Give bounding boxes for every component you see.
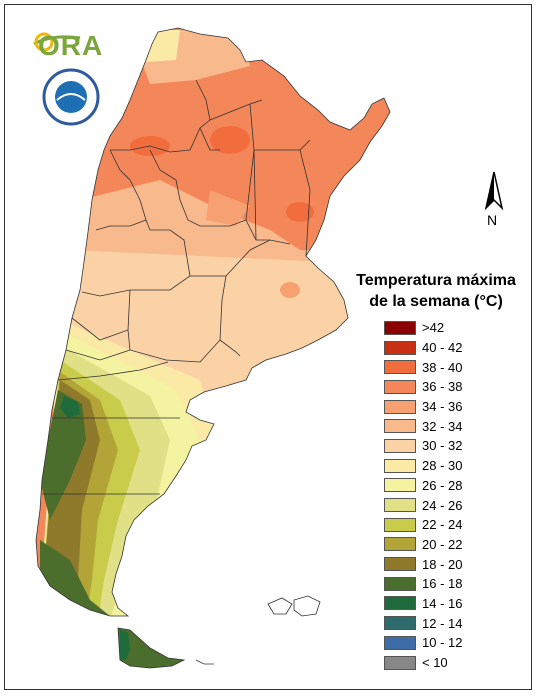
tierra-del-fuego	[117, 627, 186, 669]
legend-title-line2: de la semana (°C)	[369, 293, 503, 310]
legend-label: 22 - 24	[422, 517, 463, 533]
legend-item: 14 - 16	[384, 594, 462, 614]
legend-label: 36 - 38	[422, 379, 463, 395]
legend-swatch	[384, 438, 416, 453]
legend-swatch	[384, 399, 416, 414]
legend-label: 14 - 16	[422, 595, 463, 611]
legend-label: 18 - 20	[422, 556, 463, 572]
legend-item: 12 - 14	[384, 613, 462, 633]
legend-item: 24 - 26	[384, 495, 462, 515]
legend-title: Temperatura máxima de la semana (°C)	[346, 270, 526, 312]
legend-label: 24 - 26	[422, 497, 463, 513]
legend-swatch	[384, 340, 416, 355]
ora-logo	[30, 26, 110, 58]
legend-swatch	[384, 419, 416, 434]
north-arrow-icon	[484, 171, 504, 211]
legend-label: >42	[422, 320, 445, 336]
legend-swatch	[384, 360, 416, 375]
legend-swatch	[384, 537, 416, 552]
legend-swatch	[384, 320, 416, 335]
legend-item: 28 - 30	[384, 456, 462, 476]
legend-item: 36 - 38	[384, 377, 462, 397]
legend-item: 22 - 24	[384, 515, 462, 535]
legend-label: 40 - 42	[422, 340, 463, 356]
legend-swatch	[384, 458, 416, 473]
legend-swatch	[384, 498, 416, 513]
legend-swatch	[384, 517, 416, 532]
legend-item: >42	[384, 318, 462, 338]
legend-swatch	[384, 655, 416, 670]
legend-swatch	[384, 596, 416, 611]
legend-item: 32 - 34	[384, 416, 462, 436]
legend-label: 28 - 30	[422, 458, 463, 474]
map-frame	[4, 4, 532, 690]
legend-swatch	[384, 379, 416, 394]
ora-logo-swoosh-icon	[33, 32, 81, 52]
legend-item: 16 - 18	[384, 574, 462, 594]
legend: >42 40 - 42 38 - 40 36 - 38 34 - 36 32 - 34 30…	[384, 318, 462, 672]
legend-swatch	[384, 557, 416, 572]
legend-label: 34 - 36	[422, 399, 463, 415]
north-arrow	[476, 168, 512, 232]
legend-item: 20 - 22	[384, 535, 462, 555]
legend-label: 30 - 32	[422, 438, 463, 454]
legend-swatch	[384, 616, 416, 631]
legend-item: 34 - 36	[384, 397, 462, 417]
legend-item: < 10	[384, 653, 462, 673]
smn-seal-icon	[42, 68, 100, 126]
legend-item: 10 - 12	[384, 633, 462, 653]
legend-label: 16 - 18	[422, 576, 463, 592]
legend-label: < 10	[422, 655, 448, 671]
legend-label: 12 - 14	[422, 615, 463, 631]
legend-item: 18 - 20	[384, 554, 462, 574]
legend-label: 38 - 40	[422, 359, 463, 375]
legend-swatch	[384, 635, 416, 650]
malvinas-islands	[267, 595, 321, 617]
ora-logo-text: ORA	[38, 30, 104, 61]
isla-estados	[195, 659, 214, 665]
legend-item: 40 - 42	[384, 338, 462, 358]
legend-item: 26 - 28	[384, 476, 462, 496]
legend-label: 20 - 22	[422, 536, 463, 552]
legend-swatch	[384, 576, 416, 591]
legend-item: 30 - 32	[384, 436, 462, 456]
legend-label: 26 - 28	[422, 477, 463, 493]
legend-label: 32 - 34	[422, 418, 463, 434]
north-label: N	[487, 212, 498, 228]
province-borders	[35, 27, 391, 617]
legend-item: 38 - 40	[384, 357, 462, 377]
legend-title-line1: Temperatura máxima	[356, 272, 516, 289]
legend-label: 10 - 12	[422, 635, 463, 651]
legend-swatch	[384, 478, 416, 493]
